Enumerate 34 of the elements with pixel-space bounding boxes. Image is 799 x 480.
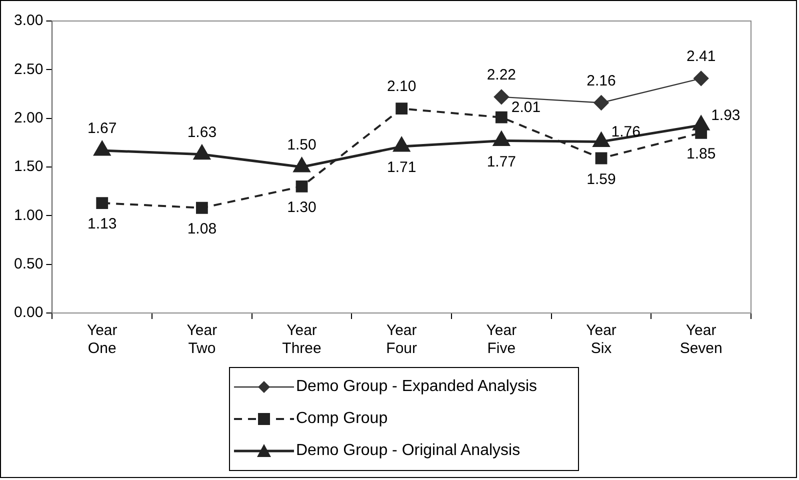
y-tick-label: 1.50: [14, 158, 44, 176]
data-label: 1.85: [686, 146, 716, 163]
x-tick-label: Year Seven: [680, 322, 722, 358]
legend-label: Demo Group - Original Analysis: [296, 442, 520, 460]
data-label: 2.10: [386, 78, 416, 96]
data-label: 2.41: [686, 48, 716, 66]
data-label: 1.59: [586, 170, 616, 188]
x-tick-label: Year Six: [586, 322, 616, 358]
data-label: 2.16: [586, 72, 616, 90]
data-label: 1.08: [187, 220, 217, 238]
data-label: 1.71: [386, 159, 416, 176]
y-tick-label: 2.50: [14, 60, 44, 78]
y-tick-label: 0.50: [14, 255, 44, 272]
y-tick-label: 3.00: [14, 12, 44, 30]
legend-label: Comp Group: [296, 410, 388, 428]
legend-label: Demo Group - Expanded Analysis: [296, 378, 538, 396]
data-label: 1.93: [711, 106, 740, 124]
data-label: 1.13: [88, 216, 117, 233]
x-tick-label: Year One: [86, 322, 118, 358]
data-label: 1.77: [486, 153, 516, 170]
data-label: 2.22: [486, 66, 516, 84]
data-label: 2.01: [511, 99, 541, 116]
y-tick-label: 2.00: [14, 109, 44, 126]
y-tick-label: 1.00: [14, 206, 44, 224]
data-label: 1.50: [287, 136, 316, 154]
data-label: 1.63: [187, 124, 217, 141]
x-tick-label: Year Four: [386, 322, 418, 358]
data-label: 1.76: [611, 123, 640, 140]
y-tick-label: 0.00: [14, 304, 44, 322]
x-tick-label: Year Three: [282, 322, 322, 358]
x-tick-label: Year Two: [186, 322, 218, 358]
x-tick-label: Year Five: [486, 322, 517, 358]
data-label: 1.30: [287, 199, 316, 216]
data-label: 1.67: [88, 120, 117, 138]
